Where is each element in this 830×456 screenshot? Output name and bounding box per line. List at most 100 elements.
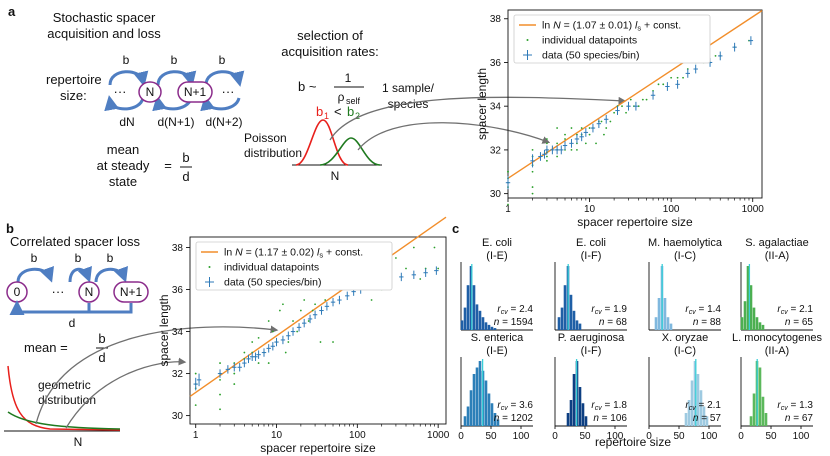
collective-loss-arrow-icon xyxy=(9,300,133,315)
individual-datapoint xyxy=(296,330,299,333)
acquisition-arrow-icon xyxy=(94,265,128,283)
hist-x-tick-label: 50 xyxy=(485,431,497,442)
histogram-bar xyxy=(478,310,482,330)
individual-datapoint xyxy=(570,127,573,129)
histogram-bar xyxy=(699,390,703,426)
histogram-bar xyxy=(481,317,485,330)
hist-n-label: n = 1594 xyxy=(494,317,534,328)
hist-n-label: n = 67 xyxy=(785,413,814,424)
selection-label-line2: acquisition rates: xyxy=(281,44,379,59)
individual-datapoint xyxy=(292,320,294,322)
histogram-bar xyxy=(469,390,473,426)
individual-datapoint xyxy=(219,393,221,396)
histogram-bar xyxy=(584,416,588,426)
histogram-bar xyxy=(466,285,470,330)
individual-datapoint xyxy=(278,309,281,312)
individual-datapoint xyxy=(433,246,436,249)
connector-arrow xyxy=(65,357,187,429)
rho-frac-num: 1 xyxy=(345,71,352,85)
histogram-bar xyxy=(578,323,582,330)
hist-species-name: S. agalactiae xyxy=(745,237,809,249)
hist-species-name: P. aeruginosa xyxy=(558,332,625,344)
histogram-bar xyxy=(478,361,482,426)
individual-datapoint xyxy=(605,127,608,129)
legend-individual-swatch xyxy=(208,266,211,268)
histogram-bar xyxy=(687,400,691,426)
sample-label-line1: 1 sample/ xyxy=(382,81,435,95)
connector-arrow xyxy=(35,325,279,425)
histogram-bar xyxy=(493,413,497,426)
mean-label: mean = xyxy=(24,340,68,355)
histogram-bar xyxy=(484,380,488,426)
histogram-bar xyxy=(749,416,753,426)
individual-datapoint xyxy=(546,159,548,162)
y-tick-label: 30 xyxy=(172,411,184,422)
hist-n-label: n = 65 xyxy=(785,317,814,328)
histogram-bar xyxy=(475,304,479,330)
y-tick-label: 30 xyxy=(490,189,502,200)
individual-datapoint xyxy=(395,257,397,259)
loss-rate-label: d(N+1) xyxy=(157,115,194,129)
acquisition-arrow-icon xyxy=(16,265,54,283)
histogram-bar xyxy=(581,403,585,426)
individual-datapoint xyxy=(645,98,648,101)
individual-datapoint xyxy=(299,309,302,312)
histogram-bar xyxy=(740,317,744,330)
panel-label-c: c xyxy=(452,221,459,236)
legend-individual-label: individual datapoints xyxy=(542,35,637,47)
b2-sub: 2 xyxy=(355,111,360,121)
mean-equals: = xyxy=(164,158,172,173)
geometric-curve-red xyxy=(7,365,121,431)
acquisition-arrow-icon xyxy=(108,70,149,87)
rho-subscript: self xyxy=(346,96,361,106)
individual-datapoint xyxy=(564,138,566,140)
individual-datapoint xyxy=(219,362,221,364)
panel-a-title-line1: Stochastic spacer xyxy=(53,10,156,25)
histogram-bar xyxy=(572,374,576,426)
histogram-bar xyxy=(758,367,762,426)
poisson-curve-green xyxy=(319,137,381,166)
state-node-n-plus-1-label: N+1 xyxy=(120,285,143,299)
loss-arrow-icon xyxy=(104,95,145,112)
hist-n-label: n = 1202 xyxy=(494,413,534,424)
legend-fit-label: ln N = (1.07 ± 0.01) ls + const. xyxy=(542,20,681,33)
repertoire-label-line2: size: xyxy=(60,88,87,103)
histogram-bar xyxy=(469,266,473,330)
hist-system-type: (II-A) xyxy=(765,345,789,357)
histogram-bar xyxy=(572,310,576,330)
histogram-bar xyxy=(755,317,759,330)
individual-datapoint xyxy=(282,303,284,306)
b-sim-label: b ~ xyxy=(298,79,317,94)
individual-datapoint xyxy=(507,203,509,206)
histogram-bar xyxy=(463,307,467,330)
histogram-bar xyxy=(761,396,765,426)
hist-x-tick-label: 50 xyxy=(579,431,591,442)
b1-sub: 1 xyxy=(324,111,329,121)
hist-rcv-label: rcv = 1.4 xyxy=(685,304,721,316)
histogram-bar xyxy=(560,307,564,330)
state-node-n-plus-1 xyxy=(177,81,213,103)
histogram-bar xyxy=(472,374,476,426)
individual-datapoint xyxy=(257,336,260,339)
histogram-bar xyxy=(493,328,497,330)
state-node-n-label: N xyxy=(146,85,155,99)
individual-datapoint xyxy=(682,76,684,79)
x-tick-label: 1 xyxy=(193,430,199,441)
hist-system-type: (I-F) xyxy=(581,250,602,262)
hist-system-type: (I-C) xyxy=(674,345,696,357)
individual-datapoint xyxy=(564,133,566,136)
hist-n-label: n = 57 xyxy=(693,413,722,424)
individual-datapoint xyxy=(332,341,334,343)
b1-label: b xyxy=(316,104,323,119)
histogram-bar xyxy=(490,403,494,426)
histogram-bar xyxy=(690,380,694,426)
rate-b-label: b xyxy=(107,251,114,265)
fit-line xyxy=(189,216,447,398)
histogram-bar xyxy=(749,285,753,330)
individual-datapoint xyxy=(271,330,274,333)
individual-datapoint xyxy=(625,111,627,114)
plot-frame xyxy=(507,9,763,199)
individual-datapoint xyxy=(303,299,306,301)
state-node-n xyxy=(138,81,162,103)
panel-label-a: a xyxy=(8,4,16,19)
